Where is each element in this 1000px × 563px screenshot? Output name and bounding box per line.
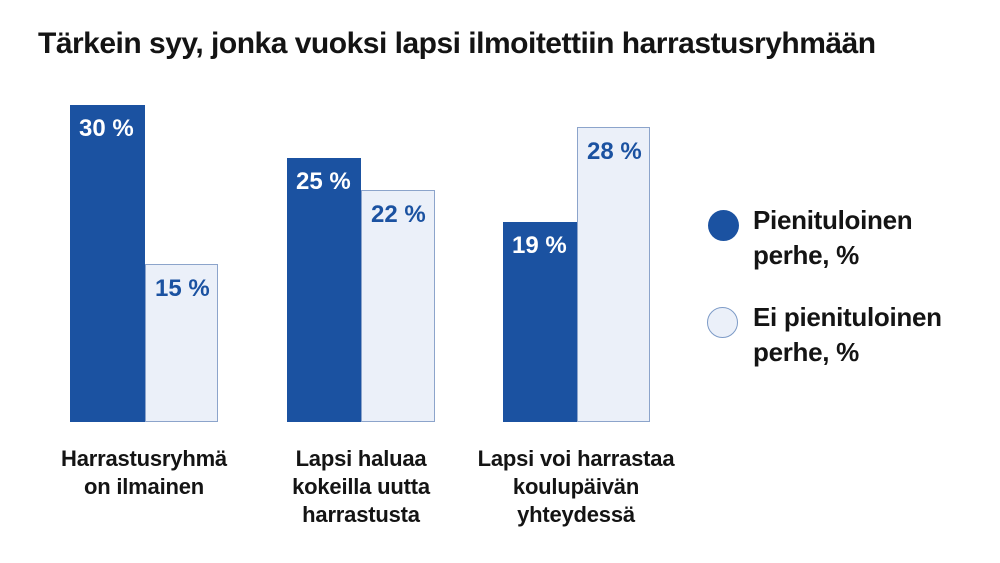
category-label-kokeilla-uutta: Lapsi haluaa kokeilla uutta harrastusta	[292, 446, 430, 527]
legend-label-ei-pienituloinen: Ei pienituloinen perhe, %	[753, 302, 942, 367]
bar-value-label: 25 %	[296, 168, 351, 195]
filled-circle-icon	[708, 210, 739, 241]
category-label-koulupaivan-yhteydessa: Lapsi voi harrastaa koulupäivän yhteydes…	[477, 446, 675, 527]
bar-value-label: 19 %	[512, 232, 567, 259]
bar-pienituloinen-koulupaivan-yhteydessa: 19 %	[503, 222, 577, 422]
bar-value-label: 30 %	[79, 115, 134, 142]
bar-value-label: 22 %	[371, 201, 426, 228]
legend-label-pienituloinen: Pienituloinen perhe, %	[753, 205, 913, 270]
outlined-circle-icon	[707, 307, 738, 338]
category-label-harrastusryhma-ilmainen: Harrastusryhmä on ilmainen	[61, 446, 227, 499]
bar-value-label: 15 %	[155, 275, 210, 302]
bar-pienituloinen-kokeilla-uutta: 25 %	[287, 158, 361, 422]
chart-title: Tärkein syy, jonka vuoksi lapsi ilmoitet…	[38, 27, 876, 60]
bar-ei-pienituloinen-kokeilla-uutta: 22 %	[361, 190, 435, 422]
bar-ei-pienituloinen-koulupaivan-yhteydessa: 28 %	[577, 127, 650, 422]
bar-value-label: 28 %	[587, 138, 642, 165]
bar-ei-pienituloinen-harrastusryhma-ilmainen: 15 %	[145, 264, 218, 422]
bar-pienituloinen-harrastusryhma-ilmainen: 30 %	[70, 105, 145, 422]
